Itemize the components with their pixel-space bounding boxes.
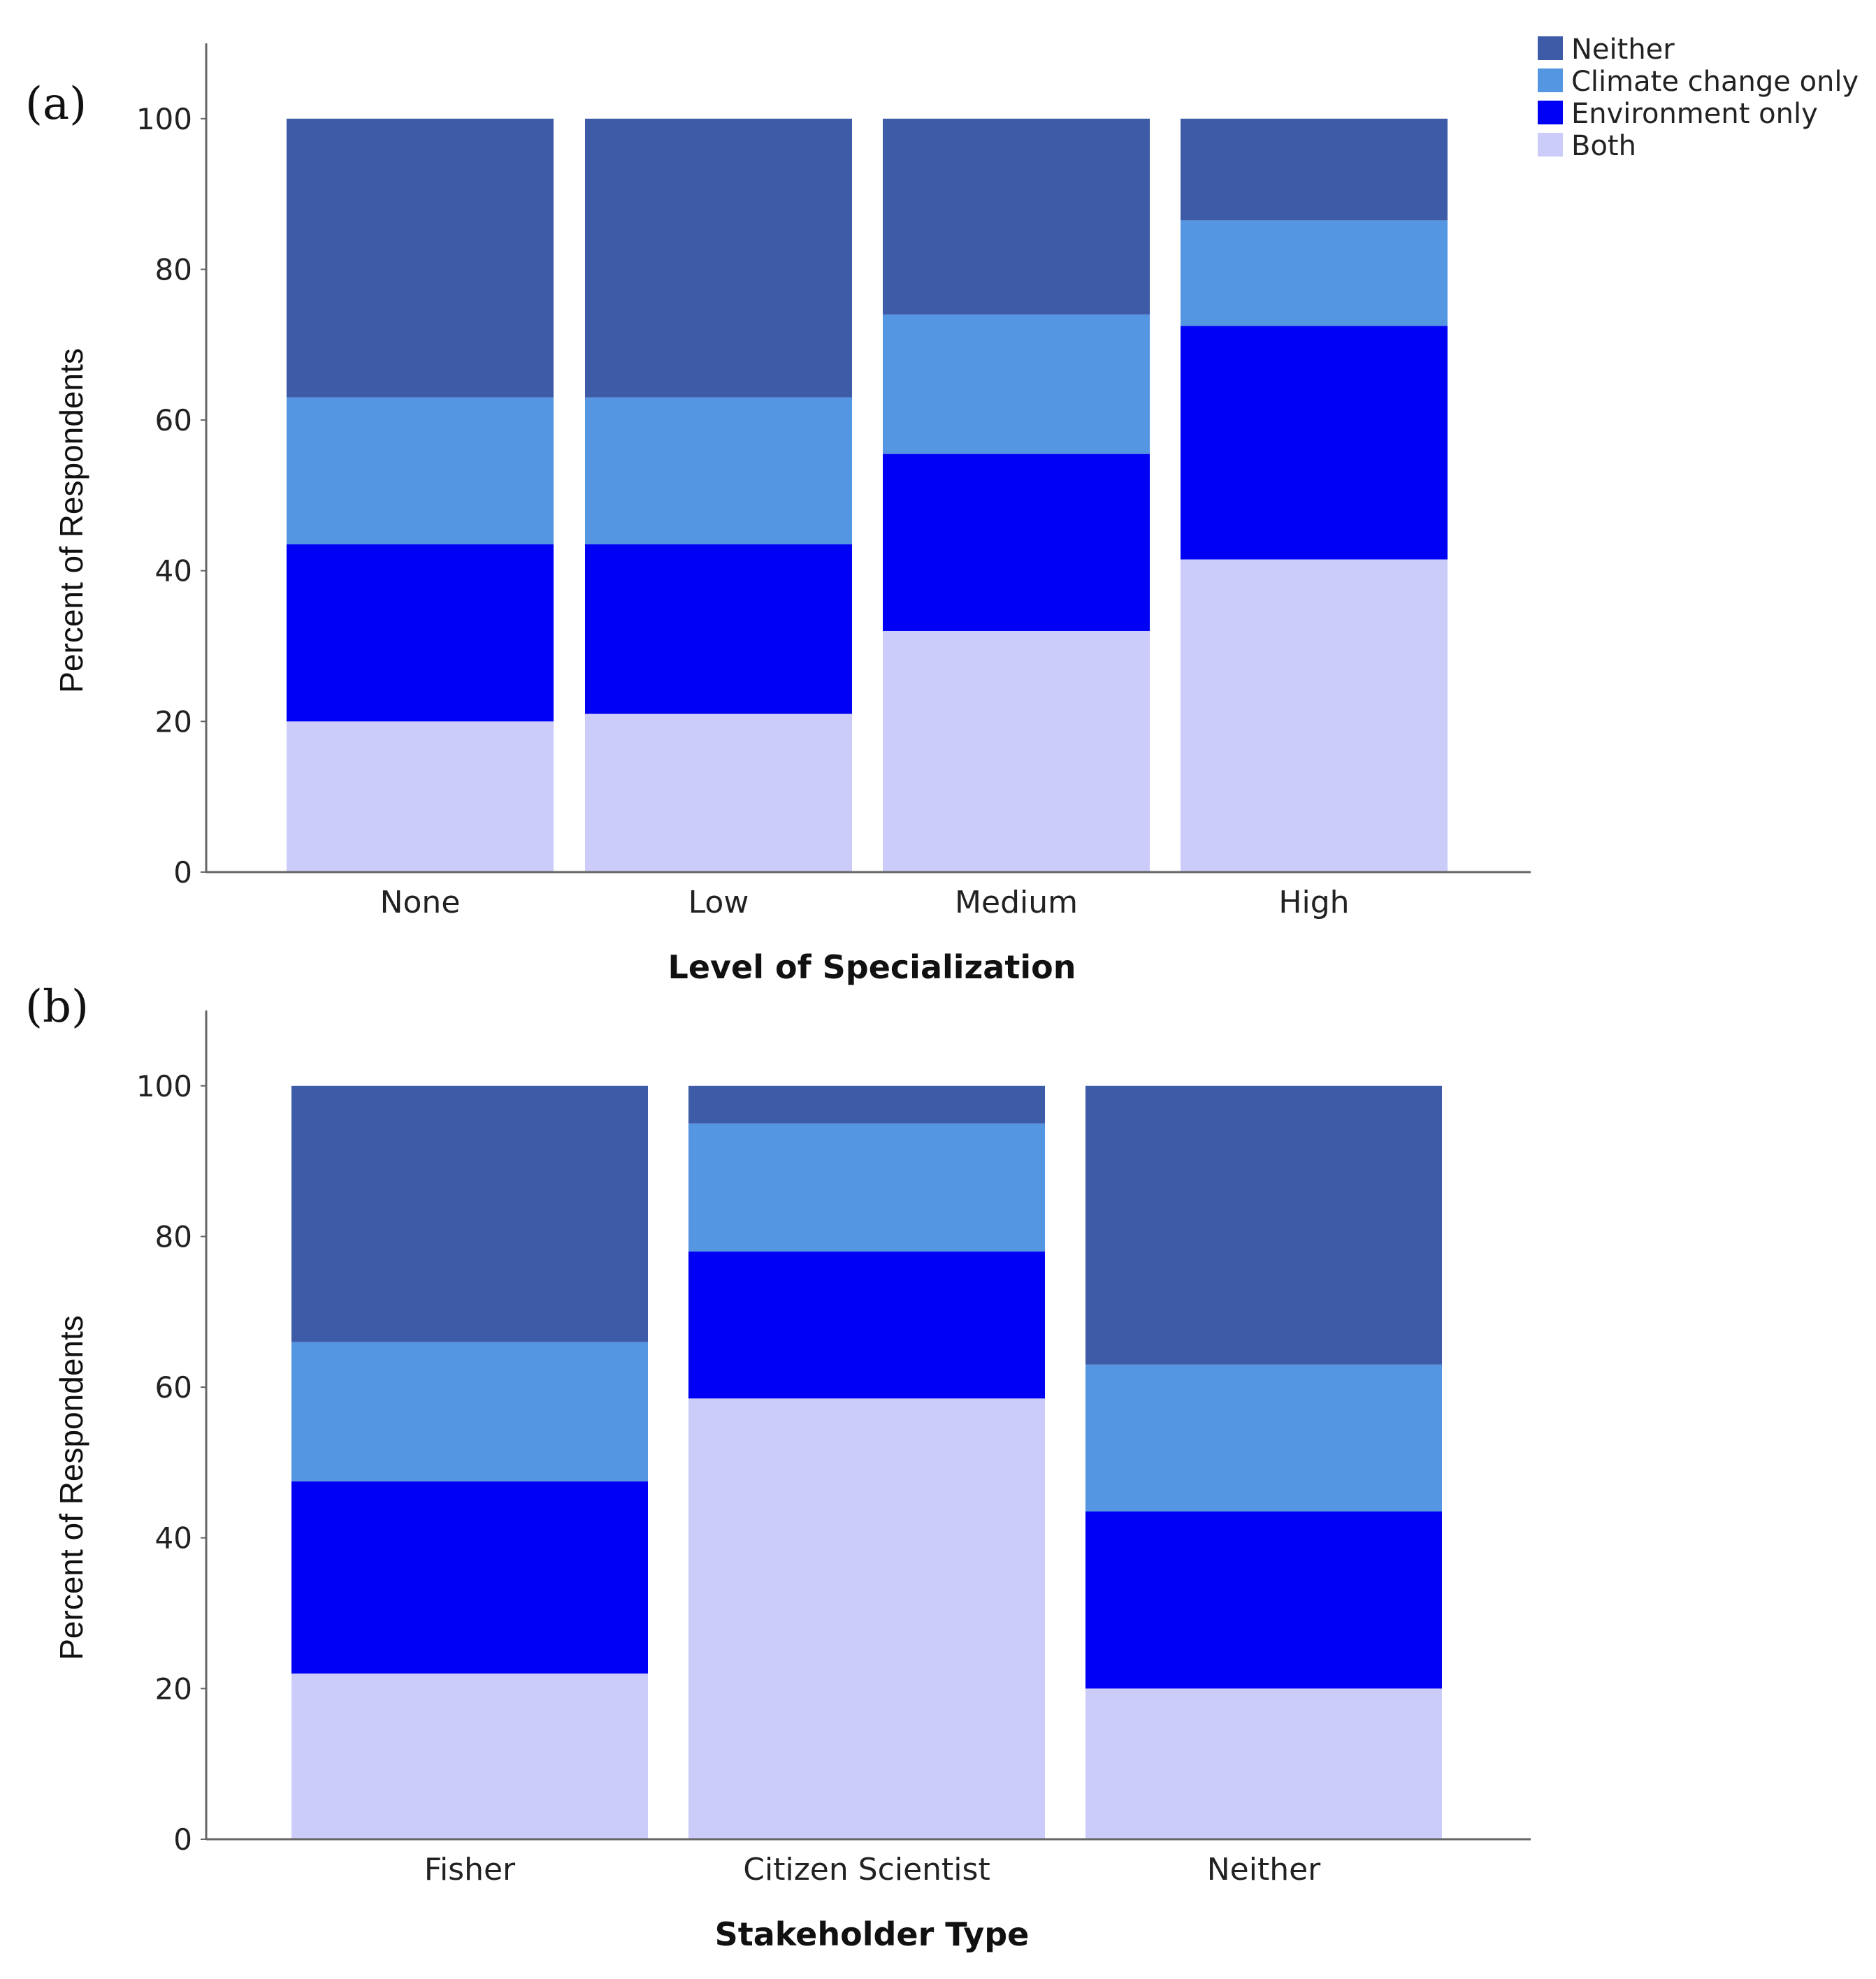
legend-swatch-both [1538,133,1563,157]
y-tick-label: 20 [155,1672,192,1706]
x-category-label: High [1278,885,1349,920]
bar-none-both [287,721,554,872]
legend-swatch-climate-change-only [1538,68,1563,92]
bar-medium-climate-change-only [883,314,1150,454]
bar-citizen-scientist-both [688,1398,1045,1839]
bar-neither-both [1085,1688,1442,1839]
panel-label-b: (b) [25,981,89,1033]
bar-medium-neither [883,118,1150,315]
bar-neither-climate-change-only [1085,1364,1442,1512]
y-axis-title: Percent of Respondents [53,1315,89,1660]
legend-label-both: Both [1571,130,1636,162]
legend-swatch-neither [1538,36,1563,60]
chart-panel-b: 0 20 40 60 80 100 Fisher Citizen Scientist Neith… [53,1010,1531,1953]
bar-citizen-scientist-neither [688,1085,1045,1124]
legend-label-environment-only: Environment only [1571,98,1818,130]
bar-none-environment-only [287,544,554,722]
x-axis-title: Stakeholder Type [715,1915,1030,1953]
bar-low-both [585,713,852,872]
y-tick-label: 80 [155,252,192,287]
y-tick-label: 40 [155,1521,192,1556]
x-axis-title: Level of Specialization [668,948,1076,986]
x-category-label: Fisher [424,1852,516,1887]
x-category-label: None [380,885,461,920]
bar-high-both [1181,559,1448,872]
bar-fisher-neither [291,1085,648,1342]
legend: Neither Climate change only Environment … [1538,34,1859,162]
bar-high-environment-only [1181,326,1448,560]
bar-medium-both [883,630,1150,872]
y-tick-label: 100 [136,102,192,136]
y-tick-label: 60 [155,1370,192,1405]
legend-swatch-environment-only [1538,101,1563,124]
y-tick-label: 0 [173,1822,192,1857]
bar-low-neither [585,118,852,398]
bar-neither-neither [1085,1085,1442,1365]
bar-none-climate-change-only [287,397,554,544]
bar-citizen-scientist-climate-change-only [688,1123,1045,1252]
y-tick-label: 80 [155,1219,192,1254]
y-tick-label: 100 [136,1069,192,1103]
x-category-label: Citizen Scientist [743,1852,990,1887]
legend-label-climate-change-only: Climate change only [1571,66,1859,98]
legend-label-neither: Neither [1571,34,1675,66]
y-axis-title: Percent of Respondents [53,348,89,693]
bar-high-neither [1181,118,1448,221]
bar-medium-environment-only [883,454,1150,631]
bar-citizen-scientist-environment-only [688,1252,1045,1399]
bar-low-climate-change-only [585,397,852,544]
x-category-label: Medium [955,885,1078,920]
chart-panel-a: 0 20 40 60 80 100 None Low Medium High Level of Sp… [53,43,1531,986]
bar-high-climate-change-only [1181,220,1448,326]
bar-fisher-both [291,1673,648,1839]
bar-low-environment-only [585,544,852,714]
panel-label-a: (a) [25,78,87,130]
bar-fisher-environment-only [291,1481,648,1674]
x-category-label: Neither [1207,1852,1321,1887]
bar-fisher-climate-change-only [291,1342,648,1481]
y-tick-label: 20 [155,704,192,739]
x-category-label: Low [688,885,749,920]
y-tick-label: 40 [155,554,192,588]
bar-none-neither [287,118,554,398]
y-tick-label: 0 [173,855,192,890]
bar-neither-environment-only [1085,1511,1442,1689]
y-tick-label: 60 [155,403,192,437]
